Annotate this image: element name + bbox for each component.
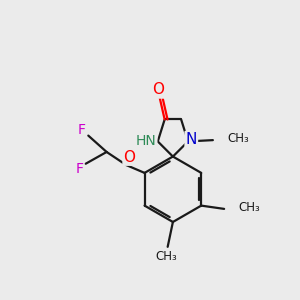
- Text: N: N: [186, 132, 197, 147]
- Text: F: F: [75, 162, 83, 176]
- Text: CH₃: CH₃: [238, 201, 260, 214]
- Text: F: F: [78, 123, 86, 137]
- Text: O: O: [152, 82, 164, 98]
- Text: O: O: [124, 150, 136, 165]
- Text: HN: HN: [136, 134, 156, 148]
- Text: CH₃: CH₃: [227, 132, 249, 145]
- Text: CH₃: CH₃: [155, 250, 177, 262]
